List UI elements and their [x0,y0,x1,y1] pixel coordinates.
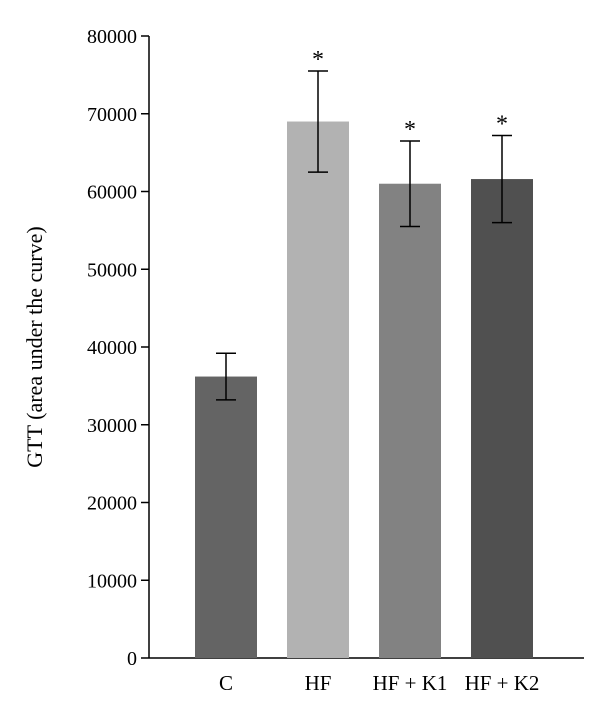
x-category-label: HF + K1 [373,671,448,695]
plot-area: 0 10000 20000 30000 40000 50000 60000 70000 8000… [87,26,584,695]
y-tick-label: 80000 [87,26,137,48]
x-category-label: C [219,671,233,695]
bar [471,179,533,658]
y-axis-title: GTT (area under the curve) [22,226,47,467]
significance-marker: * [312,47,324,73]
significance-marker: * [496,112,508,138]
y-tick-label: 10000 [87,570,137,592]
bar [195,376,257,658]
y-tick-label: 30000 [87,415,137,437]
y-tick-label: 60000 [87,182,137,204]
bar [287,121,349,658]
x-category-label: HF + K2 [465,671,540,695]
bar [379,183,441,658]
y-tick-label: 0 [127,648,137,670]
x-category-label: HF [305,671,332,695]
y-tick-label: 50000 [87,259,137,281]
y-tick-label: 20000 [87,493,137,515]
significance-marker: * [404,117,416,143]
y-tick-label: 40000 [87,337,137,359]
y-tick-label: 70000 [87,104,137,126]
